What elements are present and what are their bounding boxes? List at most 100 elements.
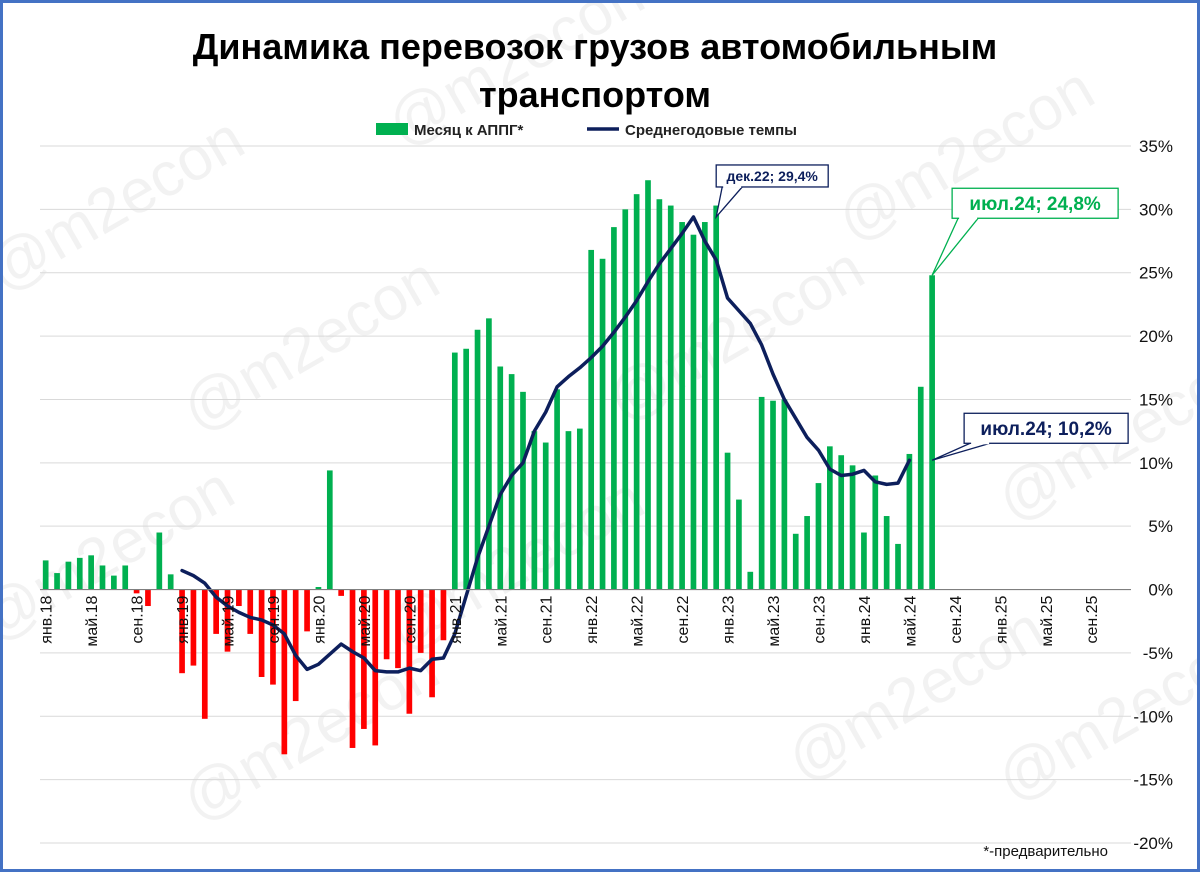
bar-11 (167, 574, 174, 590)
bar-17 (236, 589, 242, 607)
x-tick-label-18: янв.24 (857, 595, 874, 643)
bar-36 (451, 352, 458, 590)
annotation-box-0 (715, 164, 829, 188)
bar-29 (372, 589, 379, 746)
bar-69 (827, 446, 833, 590)
bar-7 (122, 565, 129, 590)
annotation-2: июл.24; 10,2% (931, 412, 1129, 461)
bar-54 (656, 199, 663, 590)
bar-39 (486, 318, 492, 590)
legend-bar-label: Месяц к АППГ* (414, 122, 523, 139)
x-tick-label-14: сен.22 (675, 595, 692, 643)
y-tick-label-11: -20% (1133, 834, 1173, 853)
x-tick-label-9: янв.21 (448, 595, 465, 643)
bar-59 (713, 205, 720, 590)
bar-70 (838, 455, 845, 590)
bar-76 (906, 453, 913, 590)
watermark-3: @m2econ (171, 244, 451, 446)
bar-24 (315, 587, 322, 590)
x-tick-label-7: май.20 (357, 595, 374, 646)
bar-75 (895, 543, 901, 590)
x-tick-label-22: май.25 (1039, 595, 1056, 646)
watermark-0: @m2econ (3, 104, 256, 306)
chart-svg: @m2econ@m2econ @m2econ@m2econ @m2econ @m2ec… (3, 3, 1197, 860)
bar-46 (565, 431, 572, 590)
legend-line-label: Среднегодовые темпы (625, 122, 797, 139)
bar-52 (633, 194, 640, 590)
bar-30 (383, 589, 390, 660)
x-tick-label-5: сен.19 (266, 595, 283, 643)
bar-63 (758, 396, 765, 590)
x-tick-label-20: сен.24 (948, 595, 965, 643)
legend-bar-swatch (376, 123, 408, 135)
x-tick-label-10: май.21 (493, 595, 510, 646)
bar-14 (201, 589, 208, 719)
y-tick-label-8: -5% (1143, 644, 1173, 663)
bar-64 (770, 400, 776, 590)
bar-40 (497, 366, 504, 590)
bar-23 (304, 589, 310, 632)
x-axis-ticks: янв.18 май.18 сен.18 янв.19 май.19 сен.19 янв.… (39, 595, 1102, 646)
bar-9 (145, 589, 151, 607)
y-axis-ticks: 35% 30% 25% 20% 15% 10% 5% 0% -5% -10% -15% -20% (1133, 137, 1173, 853)
bar-19 (258, 589, 265, 677)
y-tick-label-5: 10% (1139, 454, 1173, 473)
bar-26 (338, 589, 344, 596)
bar-18 (247, 589, 254, 634)
x-tick-label-17: сен.23 (811, 595, 828, 643)
bar-37 (463, 348, 470, 590)
y-tick-label-0: 35% (1139, 137, 1173, 156)
bar-44 (542, 442, 549, 590)
bar-53 (645, 180, 651, 590)
bar-68 (815, 483, 822, 590)
bar-34 (429, 589, 435, 698)
bar-78 (929, 275, 935, 590)
annotation-box-1 (951, 187, 1119, 219)
bar-13 (190, 589, 197, 666)
x-tick-label-3: янв.19 (175, 595, 192, 643)
x-tick-label-6: янв.20 (311, 595, 328, 643)
annotation-label-2: июл.24; 10,2% (980, 419, 1112, 440)
grid (40, 145, 1131, 844)
chart-title-line-1: Динамика перевозок грузов автомобильным (193, 26, 997, 67)
y-tick-label-3: 20% (1139, 327, 1173, 346)
bar-43 (531, 431, 538, 590)
bar-50 (611, 227, 617, 590)
bar-67 (804, 516, 810, 590)
bar-66 (792, 533, 799, 590)
x-tick-label-13: май.22 (630, 595, 647, 646)
bar-25 (326, 470, 333, 590)
bar-41 (508, 374, 515, 590)
bar-31 (395, 589, 401, 669)
bar-58 (701, 222, 708, 590)
bar-32 (406, 589, 413, 714)
x-tick-label-2: сен.18 (130, 595, 147, 643)
bar-3 (76, 557, 83, 590)
bar-22 (292, 589, 299, 702)
bar-65 (781, 399, 788, 590)
annotation-mask-2 (971, 441, 990, 445)
y-tick-label-9: -10% (1133, 707, 1173, 726)
x-tick-label-16: май.23 (766, 595, 783, 646)
x-tick-label-21: янв.25 (993, 595, 1010, 643)
bar-20 (270, 589, 276, 685)
y-tick-label-10: -15% (1133, 771, 1173, 790)
bar-38 (474, 329, 481, 590)
bar-0 (42, 560, 49, 590)
bar-56 (679, 222, 685, 590)
bar-57 (690, 234, 697, 590)
chart-title-line-2: транспортом (479, 74, 711, 115)
x-tick-label-19: май.24 (902, 595, 919, 646)
y-tick-label-2: 25% (1139, 264, 1173, 283)
bar-5 (99, 565, 106, 590)
bar-16 (224, 589, 231, 652)
x-tick-label-15: янв.23 (721, 595, 738, 643)
x-tick-label-11: сен.21 (539, 595, 556, 643)
annotation-mask-1 (959, 216, 978, 220)
bar-47 (576, 428, 583, 590)
x-tick-label-1: май.18 (84, 595, 101, 646)
line-series (180, 215, 912, 674)
bar-77 (917, 386, 924, 590)
x-tick-label-12: янв.22 (584, 595, 601, 643)
